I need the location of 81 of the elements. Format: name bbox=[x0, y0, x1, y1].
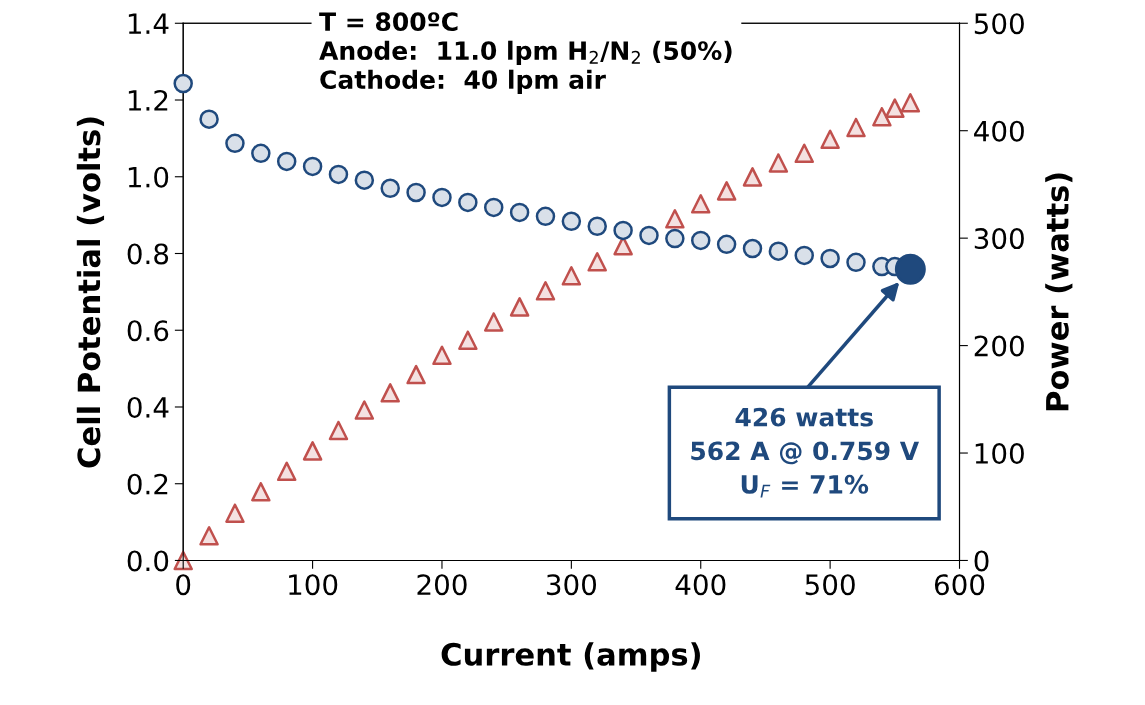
point bbox=[483, 312, 504, 332]
x-tick-label: 200 bbox=[417, 574, 467, 596]
point bbox=[613, 220, 633, 241]
point bbox=[276, 461, 297, 482]
x-axis-title: Current (amps) bbox=[441, 642, 700, 672]
x-tick-label: 300 bbox=[546, 574, 597, 596]
point bbox=[199, 109, 219, 129]
point bbox=[561, 266, 582, 286]
point bbox=[328, 164, 349, 185]
point bbox=[483, 197, 504, 218]
point bbox=[820, 129, 840, 150]
y2-tick-label: 200 bbox=[974, 335, 1024, 357]
y-tick-label: 1.0 bbox=[128, 166, 169, 188]
y2-tick-label: 300 bbox=[974, 228, 1024, 250]
y-axis-title: Cell Potential (volts) bbox=[76, 117, 105, 468]
point bbox=[742, 238, 763, 259]
point bbox=[894, 253, 926, 285]
point bbox=[900, 93, 921, 113]
y-tick-label: 0.4 bbox=[127, 396, 169, 418]
x-tick-label: 400 bbox=[675, 574, 726, 596]
x-tick-label: 100 bbox=[289, 574, 338, 596]
point bbox=[794, 245, 814, 266]
point bbox=[458, 192, 478, 213]
point bbox=[535, 206, 556, 227]
y2-tick-label: 0 bbox=[974, 550, 989, 572]
point bbox=[846, 252, 866, 273]
point bbox=[742, 167, 763, 187]
point bbox=[665, 228, 685, 249]
x-tick-label: 0 bbox=[176, 574, 191, 596]
y-tick-label: 1.2 bbox=[128, 89, 168, 111]
point bbox=[794, 143, 814, 164]
point bbox=[458, 330, 478, 350]
point bbox=[509, 202, 530, 223]
y2-tick-label: 500 bbox=[974, 13, 1024, 35]
y2-tick-label: 400 bbox=[974, 120, 1024, 142]
point bbox=[328, 420, 349, 441]
point bbox=[173, 73, 193, 94]
x-tick-label: 500 bbox=[805, 574, 855, 596]
point bbox=[251, 481, 271, 502]
point bbox=[768, 241, 789, 261]
point bbox=[690, 194, 711, 214]
point bbox=[768, 153, 789, 173]
point bbox=[225, 503, 245, 523]
point bbox=[354, 170, 375, 190]
point bbox=[251, 143, 271, 164]
point bbox=[690, 230, 711, 251]
x-tick-label: 600 bbox=[934, 574, 985, 596]
point bbox=[535, 281, 556, 301]
point bbox=[587, 252, 607, 272]
point bbox=[716, 234, 737, 255]
point bbox=[276, 151, 297, 172]
point bbox=[820, 248, 840, 269]
y2-tick-label: 100 bbox=[975, 442, 1024, 464]
point bbox=[302, 156, 323, 177]
point bbox=[639, 225, 659, 246]
point bbox=[846, 117, 866, 138]
point bbox=[302, 441, 323, 461]
point bbox=[665, 209, 685, 229]
point bbox=[354, 400, 375, 420]
text: T = 800ºC Anode: 11.0 lpm H$_{2}$/N$_{2}$ (50%) Cathode: 40 lpm air bbox=[319, 12, 732, 94]
point bbox=[716, 181, 737, 201]
point bbox=[432, 187, 452, 208]
point bbox=[872, 106, 892, 127]
point bbox=[199, 526, 219, 546]
y2-axis-title: Power (watts) bbox=[1045, 173, 1073, 411]
point bbox=[561, 211, 582, 232]
y-tick-label: 0.0 bbox=[127, 550, 169, 572]
y-tick-label: 0.2 bbox=[127, 473, 168, 495]
point bbox=[406, 182, 426, 203]
point bbox=[380, 178, 400, 199]
point bbox=[509, 297, 530, 317]
y-tick-label: 0.6 bbox=[127, 320, 169, 342]
point bbox=[587, 216, 607, 237]
point bbox=[225, 133, 245, 154]
point bbox=[406, 364, 426, 385]
point bbox=[432, 345, 452, 366]
y-tick-label: 0.8 bbox=[127, 243, 169, 265]
y-tick-label: 1.4 bbox=[128, 13, 169, 34]
point bbox=[885, 98, 905, 118]
point bbox=[380, 383, 400, 403]
annotation: 426 watts 562 A @ 0.759 V U$_{F}$ = 71% bbox=[691, 407, 920, 498]
